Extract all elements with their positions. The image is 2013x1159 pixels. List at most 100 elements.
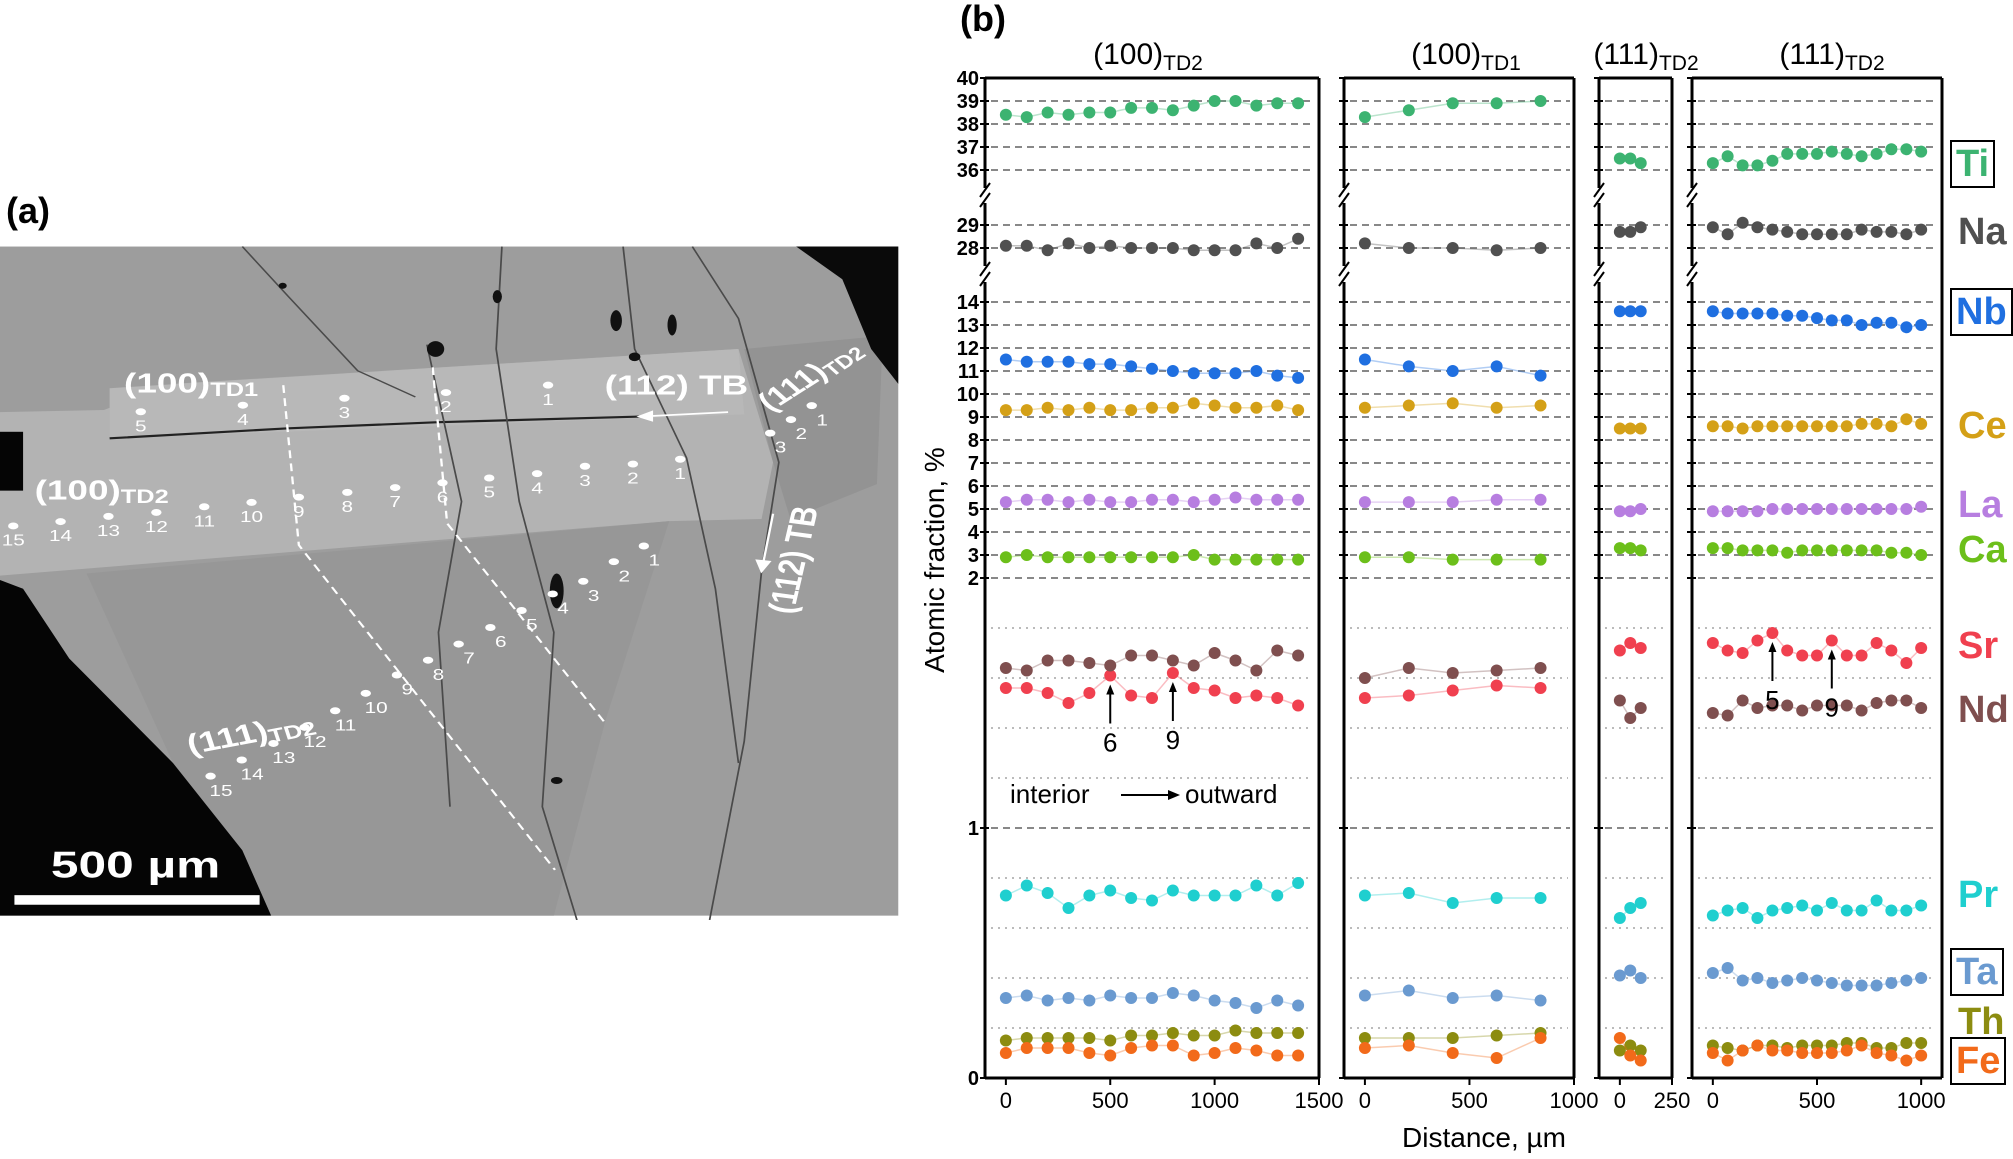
data-point-ca <box>1840 544 1853 557</box>
scale-bar-label: 500 µm <box>51 844 220 886</box>
data-point-na <box>1825 228 1838 241</box>
data-point-ce <box>1811 420 1823 433</box>
point-number: 5 <box>135 417 147 435</box>
data-point-nb <box>1811 312 1823 325</box>
data-point-sr <box>1187 682 1200 694</box>
data-point-th <box>1041 1032 1054 1044</box>
data-point-ce <box>1613 422 1626 435</box>
data-point-pr <box>1915 899 1928 912</box>
data-point-ta <box>1041 994 1054 1007</box>
data-point-th <box>1490 1029 1503 1042</box>
series-pr <box>1613 897 1647 924</box>
series-nb <box>999 353 1305 384</box>
data-point-na <box>999 239 1012 252</box>
data-point-nb <box>1624 305 1637 318</box>
data-point-nd <box>1915 702 1928 714</box>
subplot-3: 0 250 <box>1593 76 1690 1113</box>
data-point-pr <box>1402 887 1415 899</box>
x-tick-label: 0 <box>1707 1088 1719 1113</box>
data-point-ta <box>1751 972 1764 984</box>
data-point-la <box>1781 503 1794 515</box>
series-th <box>1358 1027 1547 1044</box>
data-point-ce <box>1490 401 1503 414</box>
data-point-na <box>1104 239 1117 252</box>
point-number: 14 <box>49 527 72 545</box>
data-point-pr <box>1825 897 1838 909</box>
data-point-fe <box>1062 1042 1075 1054</box>
data-point-nd <box>999 662 1012 674</box>
data-point-pr <box>1062 902 1075 914</box>
data-point-pr <box>1613 912 1626 924</box>
measurement-point <box>103 512 114 520</box>
y-tick-label: 6 <box>968 476 979 498</box>
measurement-point <box>422 656 434 664</box>
data-point-th <box>1125 1029 1138 1042</box>
data-point-fe <box>1624 1049 1637 1062</box>
data-point-na <box>1358 237 1371 250</box>
data-point-nd <box>1534 662 1547 674</box>
data-point-pr <box>1146 894 1158 907</box>
data-point-ta <box>1208 994 1221 1007</box>
data-point-na <box>1796 228 1809 241</box>
data-point-fe <box>1825 1047 1838 1059</box>
data-point-sr <box>1104 669 1117 682</box>
data-point-ta <box>1125 992 1138 1004</box>
data-point-ce <box>1796 420 1809 433</box>
series-nd <box>1613 694 1647 724</box>
data-point-fe <box>1811 1047 1823 1059</box>
data-point-th <box>1915 1037 1928 1049</box>
data-point-na <box>1885 225 1898 238</box>
data-point-fe <box>1358 1042 1371 1054</box>
element-label-nb: Nb <box>1950 288 2013 336</box>
series-ca <box>1613 542 1647 557</box>
point-number: 1 <box>816 411 828 429</box>
point-number: 3 <box>339 403 351 421</box>
data-point-ta <box>1811 974 1823 987</box>
data-point-nb <box>1534 369 1547 382</box>
data-point-ca <box>1915 549 1928 561</box>
data-point-pr <box>1736 902 1749 914</box>
label-100-td2: (100)TD2 <box>35 474 169 507</box>
data-point-ta <box>1446 992 1459 1004</box>
point-number: 10 <box>240 508 263 526</box>
data-point-ca <box>1041 551 1054 564</box>
data-point-th <box>1062 1032 1075 1044</box>
point-annotation: 9 <box>1166 682 1180 755</box>
data-point-ta <box>1358 989 1371 1002</box>
point-annotation: 5 <box>1765 642 1780 715</box>
series-ta <box>999 987 1305 1014</box>
data-point-th <box>1446 1032 1459 1044</box>
data-point-ti <box>1781 147 1794 160</box>
data-point-nd <box>1187 659 1200 672</box>
point-number: 8 <box>342 498 354 516</box>
axis-break-mark <box>1338 271 1350 287</box>
element-label-pr: Pr <box>1958 874 1999 916</box>
data-point-nd <box>1781 699 1794 712</box>
data-point-nb <box>1187 367 1200 380</box>
series-ti <box>1706 143 1928 172</box>
data-point-nb <box>1915 319 1928 331</box>
data-point-ce <box>1706 420 1719 433</box>
axis-break-mark <box>979 271 991 287</box>
series-na <box>1706 216 1928 241</box>
series-ce <box>1358 397 1547 414</box>
data-point-fe <box>1229 1042 1242 1054</box>
scale-bar <box>14 895 260 905</box>
data-point-sr <box>1840 649 1853 662</box>
y-tick-label: 1 <box>968 818 979 840</box>
data-point-nb <box>1358 353 1371 366</box>
data-point-th <box>1229 1024 1242 1037</box>
point-number: 15 <box>209 781 232 799</box>
measurement-point <box>531 470 543 478</box>
data-point-ti <box>1041 106 1054 119</box>
data-point-la <box>1062 496 1075 509</box>
element-label-na: Na <box>1958 211 2007 253</box>
data-point-ca <box>1125 551 1138 564</box>
data-point-la <box>1736 505 1749 518</box>
data-point-sr <box>1825 634 1838 647</box>
y-tick-label: 9 <box>968 407 979 429</box>
measurement-point <box>675 455 686 463</box>
data-point-pr <box>1706 909 1719 922</box>
data-point-pr <box>1900 904 1913 917</box>
dark-notch <box>0 431 24 491</box>
